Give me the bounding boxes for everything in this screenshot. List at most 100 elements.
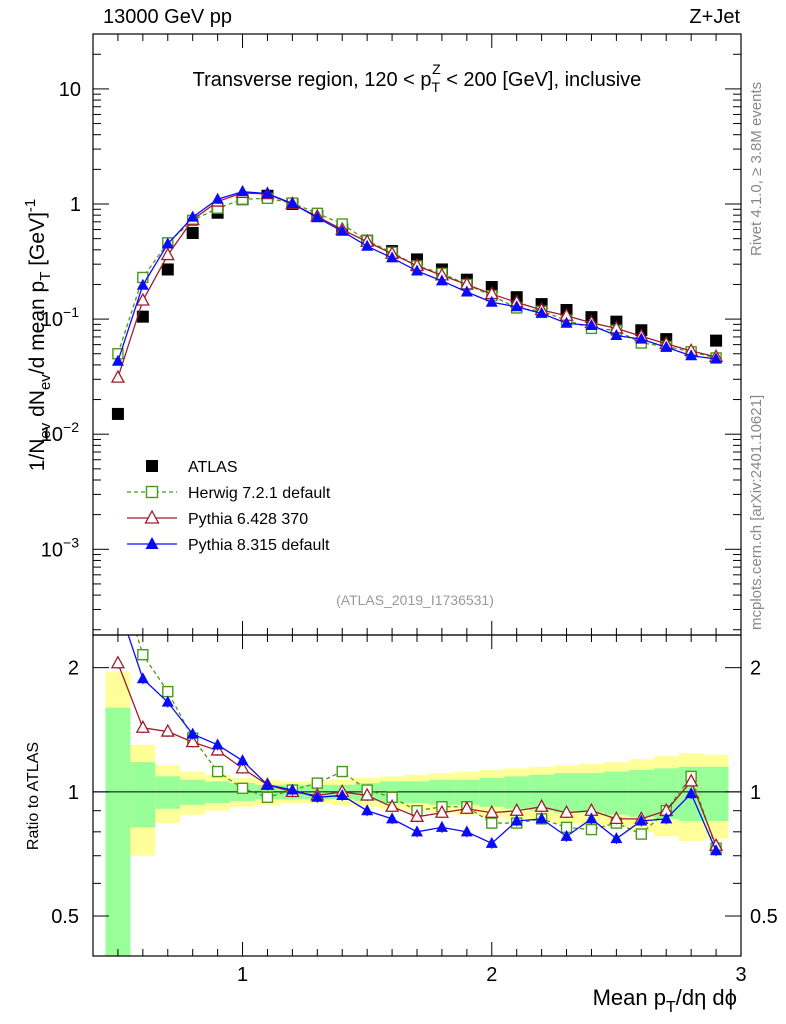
ratio-point: [336, 788, 349, 800]
data-point: [435, 274, 448, 286]
ratio-point: [559, 804, 574, 818]
ratio-point: [534, 798, 549, 812]
ratio-y-axis-label: Ratio to ATLAS: [25, 742, 42, 850]
mcplots-reference-label: mcplots.cern.ch [arXiv:2401.10621]: [748, 394, 765, 630]
data-point: [186, 226, 199, 239]
series-line: [117, 197, 717, 359]
data-point: [535, 306, 548, 318]
data-point: [411, 264, 423, 276]
legend-label: Herwig 7.2.1 default: [188, 485, 331, 502]
legend-item: Pythia 6.428 370: [127, 509, 308, 528]
legend-label: Pythia 8.315 default: [188, 537, 330, 554]
stat-uncertainty-band: [130, 762, 156, 828]
plot-title: Transverse region, 120 < pTZ < 200 [GeV]…: [193, 61, 642, 95]
data-point: [336, 224, 349, 236]
data-point: [361, 239, 374, 251]
ratio-y-tick-label-right: 2: [750, 658, 761, 680]
ratio-point: [409, 808, 425, 822]
legend-label: Pythia 6.428 370: [188, 511, 308, 528]
legend: ATLAS Herwig 7.2.1 default Pythia 6.428 37…: [127, 459, 331, 554]
legend-label: ATLAS: [188, 459, 238, 476]
ratio-point: [211, 738, 224, 750]
ratio-point: [660, 812, 673, 824]
data-point: [585, 318, 598, 330]
ratio-point: [235, 760, 250, 774]
ratio-point: [311, 777, 324, 789]
y-tick-label: 10−1: [41, 304, 79, 331]
data-point: [135, 292, 150, 306]
ratio-point: [460, 825, 473, 837]
ratio-point: [585, 812, 598, 824]
ratio-point: [434, 804, 450, 818]
main-series-group: [110, 184, 724, 420]
ratio-point: [361, 804, 374, 816]
ratio-point: [585, 823, 598, 836]
legend-item: Pythia 8.315 default: [127, 537, 330, 554]
legend-item: Herwig 7.2.1 default: [127, 485, 331, 502]
y-tick-label: 10: [59, 79, 81, 101]
legend-marker: [144, 509, 160, 524]
ratio-y-tick-label-left: 2: [68, 658, 79, 680]
ratio-point: [710, 844, 723, 856]
x-tick-label: 1: [237, 964, 248, 986]
ratio-y-tick-label-right: 1: [750, 782, 761, 804]
x-tick-label: 3: [735, 964, 746, 986]
data-point: [386, 251, 399, 263]
ratio-point: [684, 773, 699, 787]
ratio-point: [137, 649, 149, 661]
data-point: [510, 300, 523, 312]
data-point: [710, 352, 723, 364]
data-point: [311, 211, 324, 223]
ratio-point: [485, 836, 498, 848]
data-point: [160, 247, 175, 261]
legend-marker: [145, 537, 159, 549]
ratio-point: [136, 672, 149, 684]
data-point: [110, 369, 126, 383]
title-superscript-Z: Z: [432, 61, 441, 77]
stat-uncertainty-band: [628, 769, 654, 817]
ratio-series-group: [110, 635, 724, 857]
ratio-series-2: [127, 635, 723, 857]
legend-item: ATLAS: [146, 459, 238, 476]
series-line: [117, 192, 717, 378]
data-point: [286, 197, 299, 209]
stat-uncertainty-band: [105, 707, 131, 956]
ratio-point: [261, 791, 274, 804]
data-point: [111, 407, 124, 420]
ratio-point: [110, 655, 126, 669]
ratio-point: [161, 695, 174, 707]
ratio-point: [484, 804, 499, 818]
legend-marker: [146, 460, 158, 472]
ratio-point: [685, 787, 698, 799]
ratio-point: [162, 685, 174, 698]
axis-ticks: 1 2 3 10−3 10−2 10−1 1 10 0.5 0.5 1 1 2 2: [41, 33, 778, 986]
data-point: [136, 278, 149, 290]
ratio-point: [336, 765, 348, 778]
stat-uncertainty-band: [479, 778, 505, 807]
data-point: [710, 334, 723, 347]
y-tick-label: 10−2: [41, 419, 79, 446]
header-energy-label: 13000 GeV pp: [103, 6, 232, 28]
stat-uncertainty-band: [703, 766, 729, 821]
ratio-y-tick-label-right: 0.5: [750, 906, 778, 928]
ratio-point: [635, 814, 648, 826]
ratio-point: [435, 820, 448, 832]
y-tick-label: 10−3: [41, 534, 79, 561]
data-point: [186, 210, 199, 222]
ratio-point: [311, 790, 324, 802]
analysis-watermark: (ATLAS_2019_I1736531): [336, 592, 494, 608]
main-y-axis-label: 1/Nev dNev/d mean pT [GeV]-1: [22, 199, 54, 472]
ratio-point: [610, 832, 623, 844]
header-process-label: Z+Jet: [689, 6, 740, 28]
data-point: [685, 349, 698, 361]
title-part-2: < 200 [GeV], inclusive: [441, 69, 642, 91]
ratio-point: [635, 828, 648, 840]
ratio-point: [459, 800, 474, 814]
series-3: [111, 185, 723, 366]
ratio-point: [510, 814, 523, 826]
title-part-1: Transverse region, 120 < p: [193, 69, 432, 91]
title-subscript-T: T: [432, 79, 441, 95]
data-point: [261, 187, 274, 199]
ratio-point: [560, 829, 573, 841]
